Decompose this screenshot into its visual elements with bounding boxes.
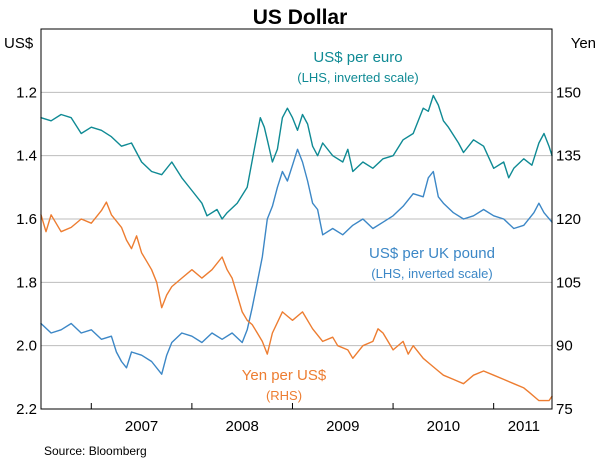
axis-layer: 1.2 1.4 1.6 1.8 2.0 2.2 150 135 120 105 90 75 2007 20… xyxy=(16,84,581,435)
right-tick-label-3: 105 xyxy=(556,274,581,291)
right-tick-label-2: 120 xyxy=(556,211,581,228)
right-axis-unit: Yen xyxy=(571,35,596,52)
x-tick-label-1: 2008 xyxy=(225,418,258,435)
chart-title: US Dollar xyxy=(253,6,348,29)
right-tick-label-5: 75 xyxy=(556,401,573,418)
left-tick-label-1: 1.4 xyxy=(16,148,37,165)
left-tick-label-2: 1.6 xyxy=(16,211,37,228)
left-axis-unit: US$ xyxy=(4,35,34,52)
left-tick-label-4: 2.0 xyxy=(16,338,37,355)
pound-annotation-note: (LHS, inverted scale) xyxy=(371,266,492,281)
x-tick-label-0: 2007 xyxy=(125,418,158,435)
series-layer xyxy=(40,94,553,402)
euro-annotation-note: (LHS, inverted scale) xyxy=(297,70,418,85)
x-tick-label-2: 2009 xyxy=(326,418,359,435)
right-tick-label-4: 90 xyxy=(556,338,573,355)
gridlines xyxy=(41,91,552,347)
right-tick-label-0: 150 xyxy=(556,84,581,101)
left-tick-label-3: 1.8 xyxy=(16,274,37,291)
source-note: Source: Bloomberg xyxy=(44,444,147,458)
x-tick-label-3: 2010 xyxy=(427,418,460,435)
yen-annotation-note: (RHS) xyxy=(266,388,302,403)
x-tick-label-4: 2011 xyxy=(508,418,540,435)
series-line-us-per-uk-pound xyxy=(40,148,553,375)
plot-frame xyxy=(40,28,553,410)
series-line-yen-per-us xyxy=(40,201,553,402)
left-tick-label-0: 1.2 xyxy=(16,84,37,101)
euro-annotation-title: US$ per euro xyxy=(313,49,402,66)
left-tick-label-5: 2.2 xyxy=(16,401,37,418)
yen-annotation-title: Yen per US$ xyxy=(242,367,327,384)
right-tick-label-1: 135 xyxy=(556,148,581,165)
pound-annotation-title: US$ per UK pound xyxy=(369,245,495,262)
series-line-us-per-euro xyxy=(40,94,553,220)
